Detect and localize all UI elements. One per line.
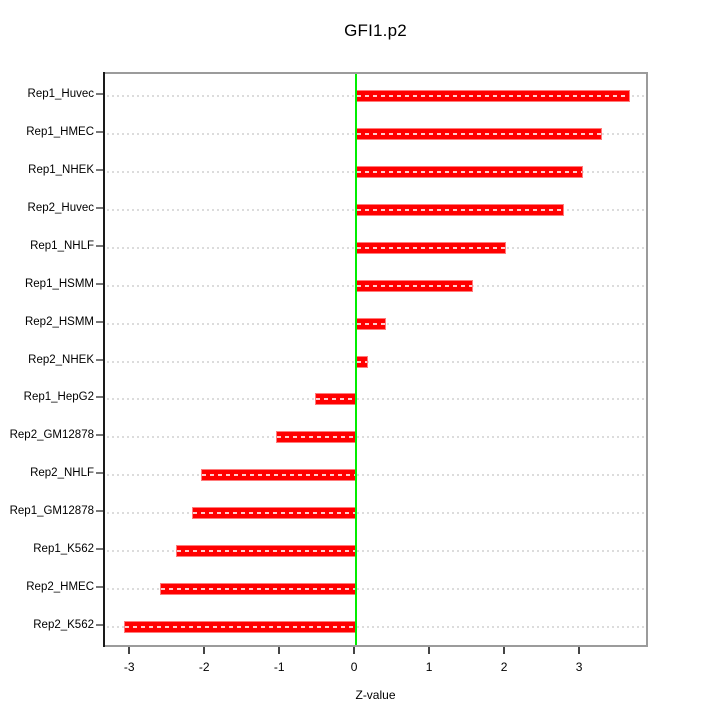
gridline xyxy=(107,398,644,401)
x-axis-label: Z-value xyxy=(355,688,396,702)
x-tick-label: -3 xyxy=(123,660,135,674)
zero-line xyxy=(355,74,358,645)
bar-Rep2_NHEK xyxy=(356,355,369,368)
y-tick-label-Rep1_HepG2: Rep1_HepG2 xyxy=(23,391,94,404)
gridline xyxy=(107,588,644,591)
gridline xyxy=(107,360,644,363)
gridline xyxy=(107,436,644,439)
x-tick-label: 0 xyxy=(350,660,358,674)
bar-dash-overlay xyxy=(192,512,356,515)
bar-Rep2_NHLF xyxy=(200,469,357,482)
bar-Rep1_HepG2 xyxy=(314,393,357,406)
y-tick xyxy=(96,434,103,437)
bar-Rep2_HSMM xyxy=(356,317,387,330)
bar-dash-overlay xyxy=(357,322,386,325)
y-tick xyxy=(96,624,103,626)
y-tick-label-Rep1_HMEC: Rep1_HMEC xyxy=(26,125,94,138)
y-axis-line xyxy=(103,72,105,647)
x-tick xyxy=(578,647,581,654)
y-tick-label-Rep1_Huvec: Rep1_Huvec xyxy=(27,88,94,100)
y-tick xyxy=(96,130,103,133)
y-tick xyxy=(96,320,103,323)
bar-Rep2_Huvec xyxy=(356,203,564,216)
y-tick-label-Rep1_NHLF: Rep1_NHLF xyxy=(30,239,94,252)
gridline xyxy=(107,550,644,553)
y-tick-label-Rep1_GM12878: Rep1_GM12878 xyxy=(9,505,94,518)
x-tick xyxy=(353,647,356,654)
chart-title: GFI1.p2 xyxy=(344,21,407,40)
y-tick-label-Rep2_Huvec: Rep2_Huvec xyxy=(27,201,94,214)
bar-dash-overlay xyxy=(177,550,356,553)
y-tick-label-Rep1_K562: Rep1_K562 xyxy=(33,543,94,556)
x-tick-label: 2 xyxy=(500,660,508,674)
y-tick xyxy=(96,244,103,247)
bar-dash-overlay xyxy=(357,246,506,249)
bar-Rep1_K562 xyxy=(176,545,357,558)
x-tick xyxy=(128,647,131,654)
bar-dash-overlay xyxy=(357,95,629,97)
x-tick-label: -2 xyxy=(198,660,210,674)
y-tick-label-Rep2_HMEC: Rep2_HMEC xyxy=(26,581,94,594)
y-tick xyxy=(96,168,103,171)
y-tick-label-Rep2_NHEK: Rep2_NHEK xyxy=(28,353,94,366)
bar-Rep1_NHEK xyxy=(356,165,583,178)
x-tick-label: 3 xyxy=(575,660,583,674)
bar-dash-overlay xyxy=(357,360,368,363)
gridline xyxy=(107,626,644,628)
y-tick xyxy=(96,93,103,95)
plot-area xyxy=(103,72,648,647)
y-tick-label-Rep2_K562: Rep2_K562 xyxy=(33,619,94,631)
bar-Rep2_HMEC xyxy=(160,583,357,596)
bar-Rep2_K562 xyxy=(124,621,357,633)
bar-dash-overlay xyxy=(125,626,356,628)
y-tick xyxy=(96,358,103,361)
bar-Rep1_HSMM xyxy=(356,279,474,292)
y-tick xyxy=(96,586,103,589)
gridline xyxy=(107,512,644,515)
y-tick-label-Rep1_HSMM: Rep1_HSMM xyxy=(24,277,94,290)
bar-dash-overlay xyxy=(357,284,473,287)
y-tick xyxy=(96,396,103,399)
y-tick-label-Rep1_NHEK: Rep1_NHEK xyxy=(28,163,94,176)
bar-dash-overlay xyxy=(357,132,601,135)
y-tick xyxy=(96,510,103,513)
bar-Rep1_NHLF xyxy=(356,241,507,254)
y-tick-label-Rep2_GM12878: Rep2_GM12878 xyxy=(9,429,94,442)
x-tick xyxy=(278,647,281,654)
gridline xyxy=(107,474,644,477)
y-tick xyxy=(96,548,103,551)
bar-dash-overlay xyxy=(357,170,582,173)
x-tick xyxy=(503,647,506,654)
x-tick xyxy=(203,647,206,654)
bar-dash-overlay xyxy=(357,208,563,211)
bar-dash-overlay xyxy=(315,398,356,401)
x-tick-label: 1 xyxy=(425,660,433,674)
y-tick xyxy=(96,472,103,475)
x-tick xyxy=(428,647,431,654)
bar-Rep1_GM12878 xyxy=(191,507,357,520)
x-tick-label: -1 xyxy=(273,660,285,674)
bar-dash-overlay xyxy=(201,474,356,477)
y-tick xyxy=(96,282,103,285)
bar-dash-overlay xyxy=(161,588,356,591)
bar-dash-overlay xyxy=(276,436,356,439)
y-tick xyxy=(96,206,103,209)
y-tick-label-Rep2_HSMM: Rep2_HSMM xyxy=(24,315,94,328)
bar-Rep1_HMEC xyxy=(356,127,602,140)
bar-Rep1_Huvec xyxy=(356,90,630,102)
bar-Rep2_GM12878 xyxy=(275,431,357,444)
y-tick-label-Rep2_NHLF: Rep2_NHLF xyxy=(30,467,94,480)
